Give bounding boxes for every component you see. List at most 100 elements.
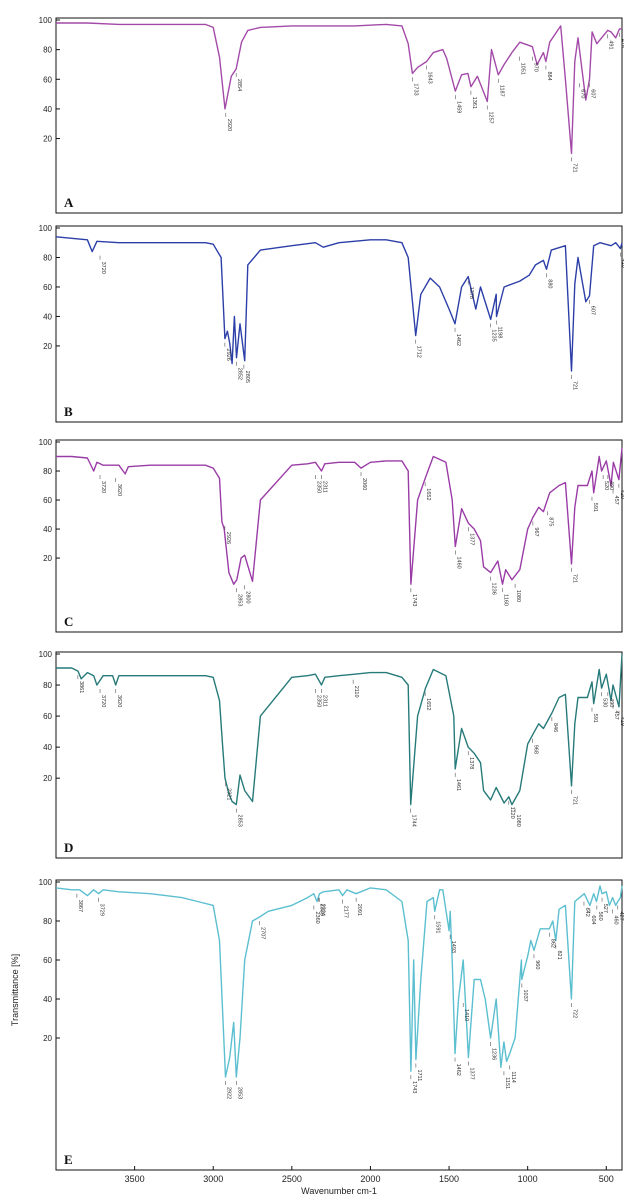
panel-frame [55,879,623,1171]
peak-label: 1187 [498,85,504,97]
y-tick-label: 80 [43,681,52,690]
panel-frame [55,651,623,859]
peak-label: 1743 [411,594,417,606]
peak-label: 457 [613,711,619,720]
peak-label: 821 [556,951,562,960]
peak-label: 3867 [77,900,83,912]
peak-label: 410 [620,259,624,268]
peak-label: 1037 [522,990,528,1002]
y-tick-label: 100 [39,650,53,659]
peak-label: 1361 [471,97,477,109]
panel-frame [55,225,623,423]
peak-label: 2853 [236,815,242,827]
y-tick-label: 100 [39,438,53,447]
peak-label: 670 [580,89,586,98]
peak-label: 1591 [435,921,441,933]
peak-label: 3861 [78,681,84,693]
peak-label: 3729 [99,904,105,916]
peak-label: 2805 [244,371,250,383]
peak-label: 2330 [319,904,325,916]
peak-label: 1114 [510,1071,516,1082]
y-tick-label: 20 [43,135,52,144]
peak-label: 1652 [425,698,431,710]
peak-label: 1744 [411,815,417,827]
spectrum-panel-d: 100 80 60 40 20 3861 3720 3620 2921 2853 2350 2311 2… [39,650,624,859]
peak-label: 2853 [236,594,242,606]
y-tick-label: 60 [43,712,52,721]
y-tick-label: 60 [43,956,52,965]
peak-label: 1733 [412,83,418,95]
panel-frame [55,17,623,214]
peak-label: 1120 [509,807,515,819]
peak-label: 862 [549,939,555,948]
peak-label: 1711 [416,1069,422,1081]
peak-label: 2324 [320,904,326,916]
peak-label: 1743 [411,1081,417,1093]
peak-label: 2854 [236,79,242,91]
peak-label: 2926 [225,349,231,361]
peak-label: 560 [597,912,603,921]
peak-label: 607 [589,306,595,315]
x-tick-label: 500 [599,1174,614,1184]
y-tick-label: 20 [43,342,52,351]
peak-label: 1080 [515,815,521,827]
peak-label: 1493 [450,941,456,953]
peak-label: 2177 [343,906,349,918]
peak-label: 2311 [322,481,328,493]
x-axis-title: Wavenumber cm-1 [301,1186,377,1196]
x-tick-label: 3000 [203,1174,223,1184]
peak-label: 420 [619,490,624,499]
y-tick-label: 40 [43,312,52,321]
peak-label: 2311 [322,695,328,707]
y-tick-label: 40 [43,743,52,752]
peak-label: 1652 [425,488,431,500]
panel-letter: B [64,404,73,419]
x-tick-label: 3500 [125,1174,145,1184]
peak-label: 460 [613,915,619,924]
spectrum-panel-b: 100 80 60 40 20 3720 2926 2852 2805 1712 1462 1378 1… [39,224,624,423]
peak-label: 1378 [468,287,474,299]
y-tick-label: 40 [43,995,52,1004]
panel-letter: C [64,614,73,629]
peak-label: 1377 [468,1068,474,1080]
peak-label: 1377 [468,533,474,545]
x-tick-label: 2500 [282,1174,302,1184]
peak-label: 520 [603,481,609,490]
y-tick-label: 40 [43,105,52,114]
peak-label: 3620 [116,484,122,496]
peak-label: 721 [572,796,578,805]
peak-label: 490 [608,698,614,707]
panel-letter: E [64,1152,73,1167]
peak-label: 3720 [100,695,106,707]
peak-label: 970 [532,63,538,72]
peak-label: 875 [547,517,553,526]
peak-label: 2800 [245,591,251,603]
peak-label: 1460 [455,556,461,568]
peak-label: 884 [546,71,552,80]
peak-label: 1462 [455,334,461,346]
panel-letter: D [64,840,73,855]
peak-label: 1236 [491,1048,497,1060]
peak-label: 2926 [225,532,231,544]
x-tick-label: 1000 [518,1174,538,1184]
y-tick-label: 20 [43,774,52,783]
peak-label: 527 [602,904,608,913]
peak-label: 1198 [497,326,503,338]
y-tick-label: 80 [43,467,52,476]
peak-label: 1461 [455,779,461,791]
peak-label: 591 [592,503,598,512]
peak-label: 1051 [520,63,526,75]
panel-frame [55,439,623,633]
peak-label: 1410 [463,1009,469,1021]
peak-label: 1462 [455,1064,461,1076]
spectrum-line [56,653,623,806]
peak-label: 1643 [427,71,433,83]
peak-label: 846 [552,723,558,732]
peak-label: 1080 [515,590,521,602]
x-tick-label: 1500 [439,1174,459,1184]
peak-label: 1151 [504,1077,510,1089]
peak-label: 960 [534,960,540,969]
peak-label: 530 [602,698,608,707]
y-tick-label: 60 [43,496,52,505]
peak-label: 1712 [416,346,422,358]
